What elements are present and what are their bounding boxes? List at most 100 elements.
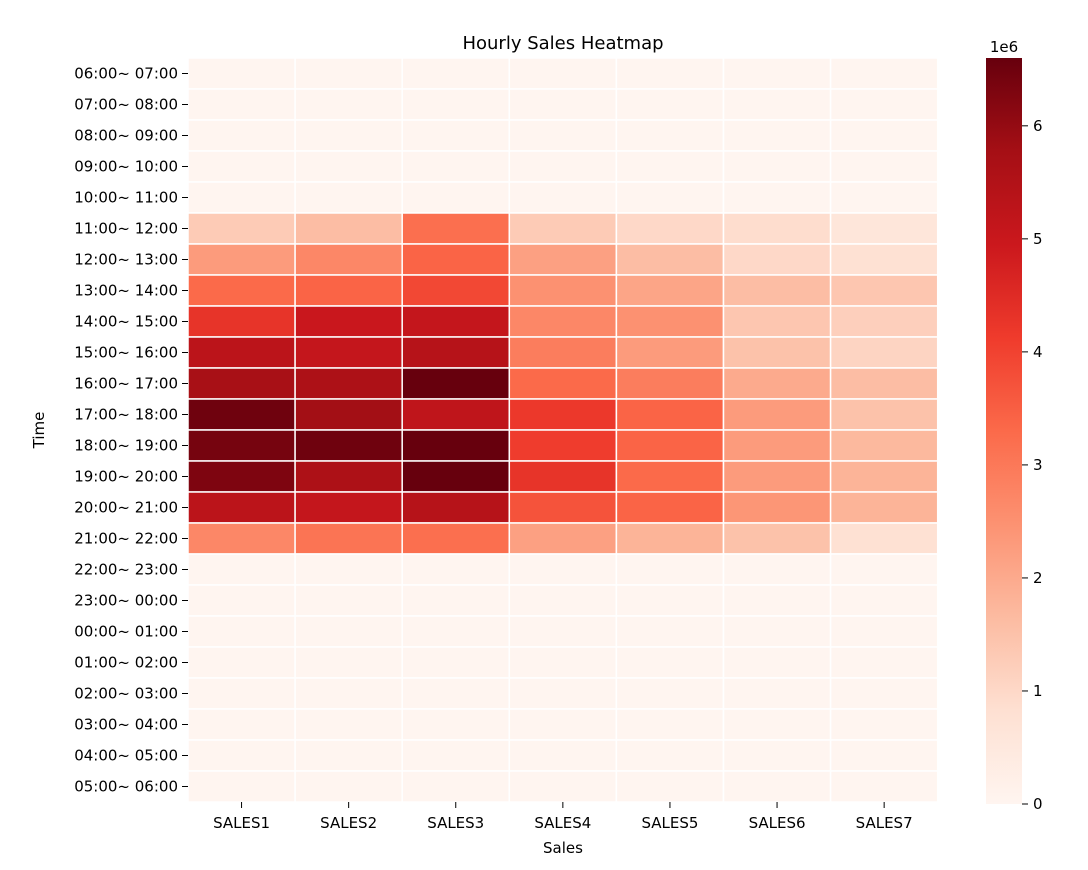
heatmap-cell <box>508 305 618 338</box>
heatmap-cell <box>615 398 725 431</box>
heatmap-cell <box>829 615 939 648</box>
heatmap-cell <box>722 398 832 431</box>
heatmap-cell <box>187 646 296 679</box>
row-label: 19:00~ 20:00 <box>74 468 178 486</box>
heatmap-cell <box>187 615 296 648</box>
heatmap-cell <box>508 429 618 462</box>
heatmap-cell <box>401 522 511 555</box>
heatmap-cell <box>829 646 939 679</box>
colorbar-tick-label: 0 <box>1033 795 1043 813</box>
heatmap-cell <box>722 88 832 121</box>
row-label: 01:00~ 02:00 <box>74 654 178 672</box>
heatmap-cell <box>829 770 939 803</box>
heatmap-cell <box>615 460 725 493</box>
heatmap-cell <box>401 491 511 524</box>
heatmap-cell <box>187 553 296 586</box>
heatmap-cell <box>829 305 939 338</box>
row-labels: 06:00~ 07:00 07:00~ 08:00 08:00~ 09:00 09:0… <box>74 65 188 796</box>
heatmap-cell <box>294 739 403 772</box>
heatmap-cell <box>508 243 618 276</box>
column-label: SALES7 <box>856 814 913 832</box>
row-label: 17:00~ 18:00 <box>74 406 178 424</box>
row-label: 16:00~ 17:00 <box>74 375 178 393</box>
column-label: SALES1 <box>213 814 270 832</box>
heatmap-cell <box>294 305 403 338</box>
heatmap-cell <box>722 646 832 679</box>
heatmap-cell <box>401 429 511 462</box>
heatmap-cell <box>401 274 511 307</box>
heatmap-cell <box>294 57 403 90</box>
heatmap-cell <box>401 336 511 369</box>
row-label: 13:00~ 14:00 <box>74 282 178 300</box>
heatmap-cell <box>508 150 618 183</box>
heatmap-cell <box>508 336 618 369</box>
row-label: 03:00~ 04:00 <box>74 716 178 734</box>
heatmap-cell <box>508 274 618 307</box>
row-label: 02:00~ 03:00 <box>74 685 178 703</box>
heatmap-cell <box>294 584 403 617</box>
heatmap-cell <box>722 770 832 803</box>
heatmap-cell <box>829 181 939 214</box>
heatmap-cell <box>294 522 403 555</box>
heatmap-cell <box>722 584 832 617</box>
heatmap-cell <box>187 584 296 617</box>
heatmap-cell <box>187 491 296 524</box>
heatmap-cell <box>722 491 832 524</box>
heatmap-cell <box>508 367 618 400</box>
heatmap-cell <box>615 646 725 679</box>
heatmap-cell <box>829 367 939 400</box>
heatmap-cell <box>401 88 511 121</box>
heatmap-cell <box>829 739 939 772</box>
heatmap-cell <box>508 739 618 772</box>
heatmap-cell <box>508 212 618 245</box>
heatmap-cell <box>401 243 511 276</box>
colorbar-tick-label: 5 <box>1033 230 1043 248</box>
heatmap-cell <box>615 119 725 152</box>
heatmap-cell <box>187 305 296 338</box>
heatmap-cell <box>294 708 403 741</box>
heatmap-cell <box>508 553 618 586</box>
row-label: 14:00~ 15:00 <box>74 313 178 331</box>
y-axis-label: Time <box>30 412 48 450</box>
heatmap-cell <box>722 429 832 462</box>
heatmap-cell <box>829 522 939 555</box>
heatmap-cell <box>722 119 832 152</box>
heatmap-cell <box>829 336 939 369</box>
heatmap-cell <box>722 367 832 400</box>
colorbar-tick-label: 6 <box>1033 117 1043 135</box>
heatmap-cell <box>508 708 618 741</box>
heatmap-cell <box>294 88 403 121</box>
heatmap-cell <box>615 336 725 369</box>
heatmap-cell <box>187 274 296 307</box>
row-label: 12:00~ 13:00 <box>74 251 178 269</box>
heatmap-cell <box>829 708 939 741</box>
x-axis-label: Sales <box>543 839 583 857</box>
heatmap-cell <box>508 646 618 679</box>
heatmap-cell <box>401 460 511 493</box>
heatmap-cell <box>187 460 296 493</box>
heatmap-cell <box>401 615 511 648</box>
column-label: SALES2 <box>320 814 377 832</box>
heatmap-cell <box>187 150 296 183</box>
column-labels: SALES1 SALES2 SALES3 SALES4 SALES5 SALES6 SALE… <box>213 802 913 832</box>
heatmap-cell <box>615 677 725 710</box>
row-label: 18:00~ 19:00 <box>74 437 178 455</box>
heatmap-cell <box>829 584 939 617</box>
heatmap-cell <box>508 615 618 648</box>
heatmap-cell <box>187 429 296 462</box>
heatmap-cell <box>615 212 725 245</box>
heatmap-cell <box>294 770 403 803</box>
heatmap-cell <box>829 212 939 245</box>
heatmap-cell <box>187 88 296 121</box>
heatmap-cell <box>829 243 939 276</box>
heatmap-cell <box>508 88 618 121</box>
heatmap-cell <box>187 336 296 369</box>
heatmap-cell <box>187 739 296 772</box>
heatmap-cell <box>615 57 725 90</box>
heatmap-cell <box>401 708 511 741</box>
chart-title: Hourly Sales Heatmap <box>462 33 663 54</box>
heatmap-cell <box>187 243 296 276</box>
row-label: 11:00~ 12:00 <box>74 220 178 238</box>
heatmap-cell <box>401 305 511 338</box>
